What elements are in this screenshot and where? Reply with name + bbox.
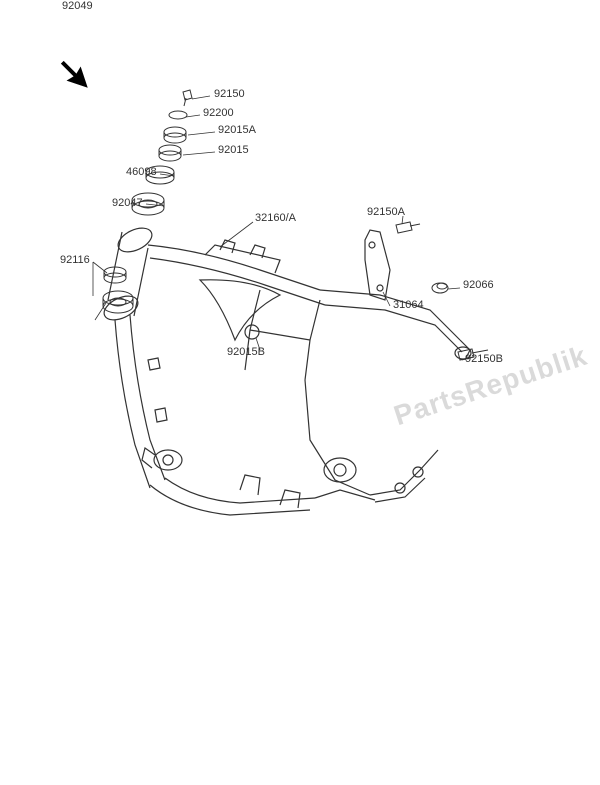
parts-diagram: 92150 92200 92015A 92015 46098 92047 921… (0, 0, 600, 785)
label-92049: 92049 (62, 0, 93, 12)
label-92150A: 92150A (367, 206, 405, 218)
label-92200: 92200 (203, 107, 234, 119)
label-92015B: 92015B (227, 346, 265, 358)
label-32160A: 32160/A (255, 212, 296, 224)
label-92015A: 92015A (218, 124, 256, 136)
label-92116: 92116 (60, 254, 90, 266)
label-92047: 92047 (112, 197, 143, 209)
label-46098: 46098 (126, 166, 157, 178)
label-92150B: 92150B (465, 353, 503, 365)
frame-drawing (0, 0, 600, 785)
label-92015: 92015 (218, 144, 249, 156)
label-92066: 92066 (463, 279, 494, 291)
label-31064: 31064 (393, 299, 424, 311)
label-92150: 92150 (214, 88, 245, 100)
